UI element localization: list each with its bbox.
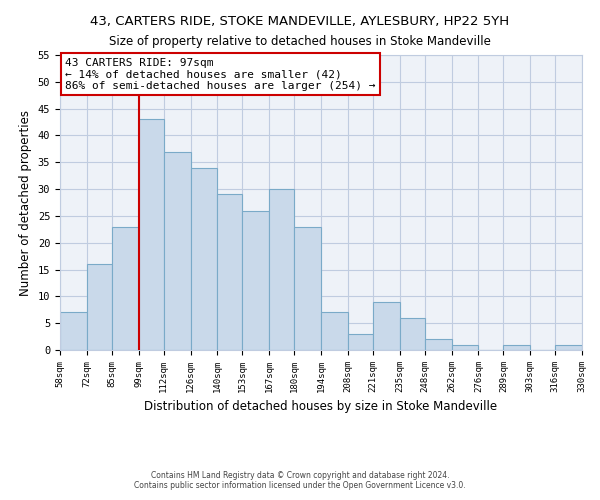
- Text: Size of property relative to detached houses in Stoke Mandeville: Size of property relative to detached ho…: [109, 35, 491, 48]
- Bar: [269, 189, 294, 350]
- Bar: [294, 226, 321, 350]
- Bar: [139, 120, 164, 350]
- Bar: [242, 210, 269, 350]
- Bar: [373, 302, 400, 350]
- Bar: [87, 264, 112, 350]
- Text: Contains HM Land Registry data © Crown copyright and database right 2024.
Contai: Contains HM Land Registry data © Crown c…: [134, 470, 466, 490]
- Text: 43 CARTERS RIDE: 97sqm
← 14% of detached houses are smaller (42)
86% of semi-det: 43 CARTERS RIDE: 97sqm ← 14% of detached…: [65, 58, 376, 91]
- Bar: [348, 334, 373, 350]
- Bar: [60, 312, 87, 350]
- Y-axis label: Number of detached properties: Number of detached properties: [19, 110, 32, 296]
- Bar: [321, 312, 348, 350]
- X-axis label: Distribution of detached houses by size in Stoke Mandeville: Distribution of detached houses by size …: [145, 400, 497, 413]
- Text: 43, CARTERS RIDE, STOKE MANDEVILLE, AYLESBURY, HP22 5YH: 43, CARTERS RIDE, STOKE MANDEVILLE, AYLE…: [91, 15, 509, 28]
- Bar: [555, 344, 582, 350]
- Bar: [425, 340, 452, 350]
- Bar: [112, 226, 139, 350]
- Bar: [217, 194, 242, 350]
- Bar: [452, 344, 478, 350]
- Bar: [191, 168, 217, 350]
- Bar: [503, 344, 530, 350]
- Bar: [400, 318, 425, 350]
- Bar: [164, 152, 191, 350]
